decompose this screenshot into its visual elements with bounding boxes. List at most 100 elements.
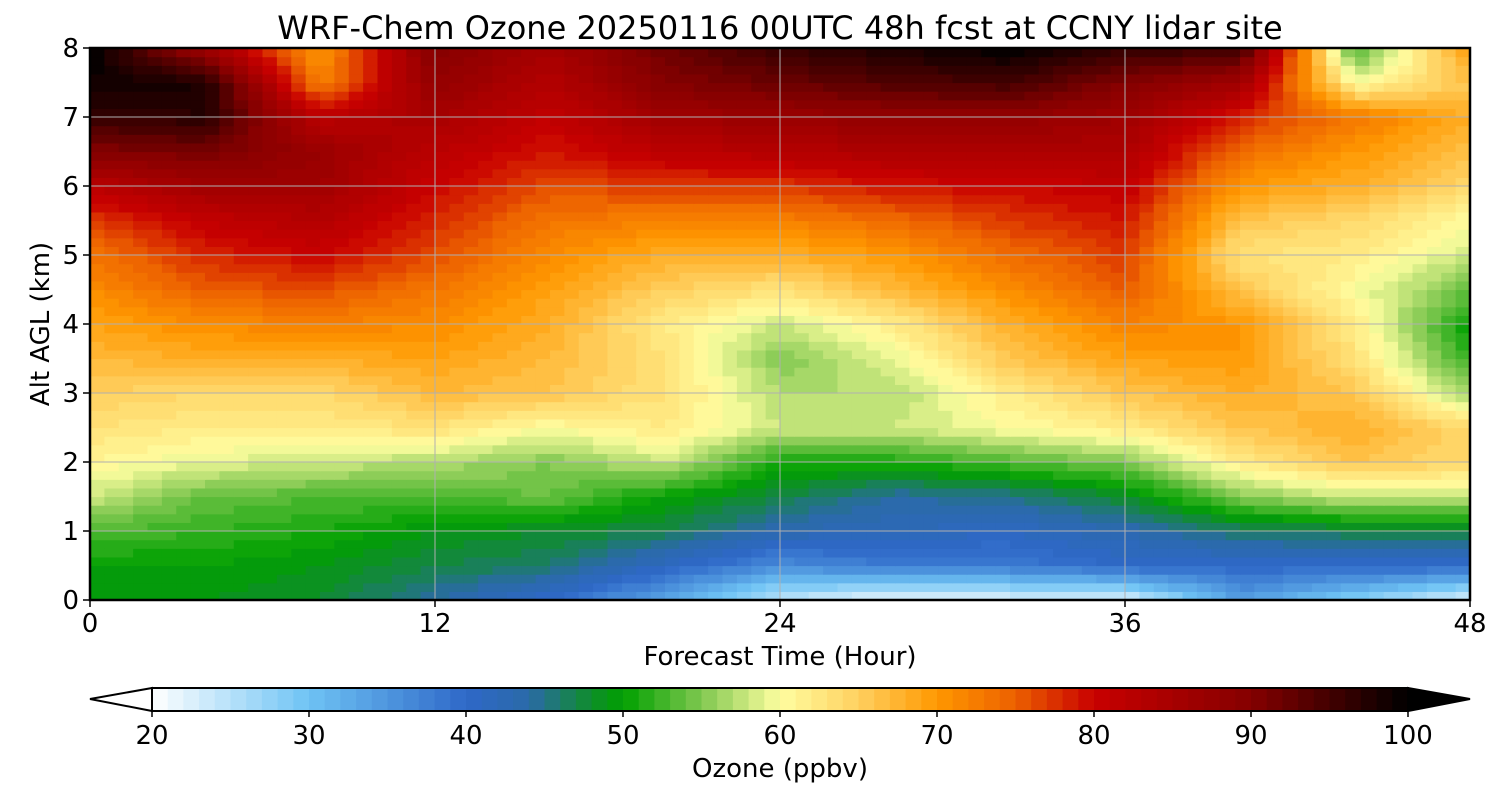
heatmap-cell: [406, 444, 422, 454]
heatmap-cell: [650, 194, 666, 204]
heatmap-cell: [1182, 332, 1198, 342]
heatmap-cell: [535, 255, 551, 265]
heatmap-cell: [593, 272, 609, 282]
heatmap-cell: [1010, 203, 1025, 213]
heatmap-cell: [1426, 505, 1442, 515]
heatmap-cell: [952, 444, 968, 454]
heatmap-cell: [90, 280, 105, 291]
heatmap-cell: [233, 255, 249, 265]
heatmap-cell: [895, 280, 910, 291]
heatmap-cell: [1153, 591, 1169, 600]
heatmap-cell: [1010, 418, 1025, 429]
heatmap-cell: [1369, 556, 1385, 567]
heatmap-cell: [463, 246, 479, 256]
heatmap-cell: [794, 487, 810, 498]
heatmap-cell: [1024, 186, 1040, 196]
heatmap-cell: [406, 237, 422, 247]
heatmap-cell: [1297, 410, 1313, 420]
heatmap-cell: [1125, 531, 1140, 541]
heatmap-cell: [1110, 556, 1126, 567]
heatmap-cell: [736, 513, 752, 523]
heatmap-cell: [391, 177, 407, 187]
heatmap-cell: [1139, 168, 1155, 178]
heatmap-cell: [1355, 556, 1370, 567]
heatmap-cell: [823, 556, 839, 567]
heatmap-cell: [564, 548, 580, 558]
heatmap-cell: [621, 168, 637, 178]
heatmap-cell: [492, 531, 508, 541]
heatmap-cell: [1441, 246, 1457, 256]
heatmap-cell: [147, 306, 163, 316]
heatmap-cell: [880, 229, 896, 239]
heatmap-cell: [1038, 358, 1054, 368]
heatmap-cell: [938, 177, 954, 187]
heatmap-cell: [1067, 186, 1083, 196]
heatmap-cell: [1211, 384, 1227, 394]
heatmap-cell: [1038, 505, 1054, 515]
heatmap-cell: [1053, 410, 1069, 420]
heatmap-cell: [176, 582, 192, 592]
heatmap-cell: [276, 574, 292, 584]
heatmap-cell: [1283, 186, 1299, 196]
heatmap-cell: [866, 220, 882, 230]
heatmap-cell: [1225, 298, 1241, 308]
heatmap-cell: [1053, 496, 1069, 506]
heatmap-cell: [794, 479, 810, 489]
heatmap-cell: [621, 298, 637, 308]
heatmap-cell: [1211, 574, 1227, 584]
heatmap-cell: [866, 574, 882, 584]
heatmap-cell: [593, 539, 609, 549]
heatmap-cell: [118, 160, 134, 170]
heatmap-cell: [722, 479, 738, 489]
heatmap-cell: [1067, 496, 1083, 506]
heatmap-cell: [334, 436, 350, 446]
heatmap-cell: [1240, 453, 1255, 463]
heatmap-cell: [794, 177, 810, 187]
heatmap-cell: [1326, 367, 1342, 377]
heatmap-cell: [1240, 177, 1255, 187]
heatmap-cell: [966, 349, 982, 360]
heatmap-cell: [1441, 401, 1457, 411]
heatmap-cell: [535, 177, 551, 187]
heatmap-cell: [463, 453, 479, 463]
heatmap-cell: [866, 487, 882, 498]
heatmap-cell: [449, 298, 465, 308]
heatmap-cell: [938, 522, 954, 532]
heatmap-cell: [1168, 220, 1184, 230]
heatmap-cell: [320, 160, 335, 170]
heatmap-cell: [1311, 375, 1327, 385]
heatmap-cell: [837, 324, 853, 334]
heatmap-cell: [190, 513, 206, 523]
heatmap-cell: [1369, 479, 1385, 489]
heatmap-cell: [1254, 548, 1270, 558]
heatmap-cell: [1153, 418, 1169, 429]
heatmap-cell: [406, 582, 422, 592]
heatmap-cell: [320, 280, 335, 291]
heatmap-cell: [1196, 539, 1212, 549]
heatmap-cell: [1053, 565, 1069, 575]
heatmap-cell: [276, 246, 292, 256]
heatmap-cell: [1412, 513, 1428, 523]
heatmap-cell: [478, 246, 494, 256]
heatmap-cell: [808, 556, 824, 567]
heatmap-cell: [1110, 151, 1126, 161]
heatmap-cell: [837, 211, 853, 222]
heatmap-cell: [866, 367, 882, 377]
heatmap-cell: [1441, 211, 1457, 222]
heatmap-cell: [923, 410, 939, 420]
heatmap-cell: [607, 410, 623, 420]
heatmap-cell: [1355, 375, 1370, 385]
heatmap-cell: [1053, 453, 1069, 463]
heatmap-cell: [1340, 349, 1356, 360]
heatmap-cell: [133, 548, 149, 558]
heatmap-cell: [147, 203, 163, 213]
heatmap-cell: [780, 479, 795, 489]
heatmap-cell: [722, 332, 738, 342]
heatmap-cell: [1283, 453, 1299, 463]
heatmap-cell: [492, 401, 508, 411]
heatmap-cell: [880, 255, 896, 265]
heatmap-cell: [1139, 539, 1155, 549]
heatmap-cell: [463, 444, 479, 454]
heatmap-cell: [1412, 194, 1428, 204]
heatmap-cell: [1125, 229, 1140, 239]
